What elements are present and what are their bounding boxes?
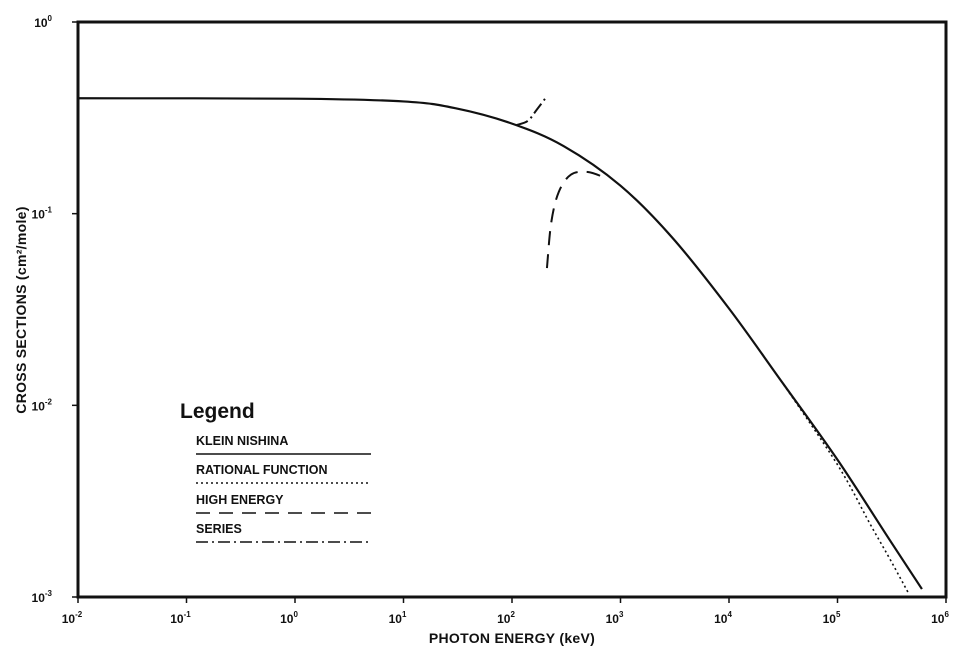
x-tick-label: 103 [606, 610, 624, 626]
y-tick-label: 10-2 [32, 397, 53, 413]
y-axis-title: CROSS SECTIONS (cm²/mole) [13, 206, 29, 413]
x-axis-title: PHOTON ENERGY (keV) [429, 630, 595, 646]
x-tick-label: 106 [931, 610, 949, 626]
x-tick-label: 100 [280, 610, 298, 626]
y-axis-ticks: 10-3 10-2 10-1 100 [32, 14, 78, 605]
x-tick-label: 10-1 [170, 610, 191, 626]
y-tick-label: 100 [34, 14, 52, 30]
x-tick-label: 102 [497, 610, 515, 626]
y-tick-label: 10-3 [32, 589, 53, 605]
series-line-klein-nishina [77, 97, 923, 590]
series-layer [77, 95, 923, 594]
legend-label-series: SERIES [196, 522, 242, 536]
legend: Legend KLEIN NISHINA RATIONAL FUNCTION HIG… [180, 400, 371, 543]
x-tick-label: 104 [714, 610, 732, 626]
plot-frame [76, 20, 948, 599]
y-tick-label: 10-1 [32, 206, 53, 222]
series-line-series [516, 95, 548, 126]
series-line-rational-function [780, 379, 910, 594]
legend-label-klein-nishina: KLEIN NISHINA [196, 434, 288, 448]
x-tick-label: 101 [389, 610, 407, 626]
legend-label-high-energy: HIGH ENERGY [196, 493, 284, 507]
x-tick-label: 105 [823, 610, 841, 626]
legend-title: Legend [180, 400, 255, 423]
x-axis-ticks: 10-2 10-1 100 101 102 103 104 105 106 [62, 597, 949, 626]
legend-label-rational-function: RATIONAL FUNCTION [196, 463, 327, 477]
series-line-high-energy [545, 170, 605, 269]
x-tick-label: 10-2 [62, 610, 83, 626]
